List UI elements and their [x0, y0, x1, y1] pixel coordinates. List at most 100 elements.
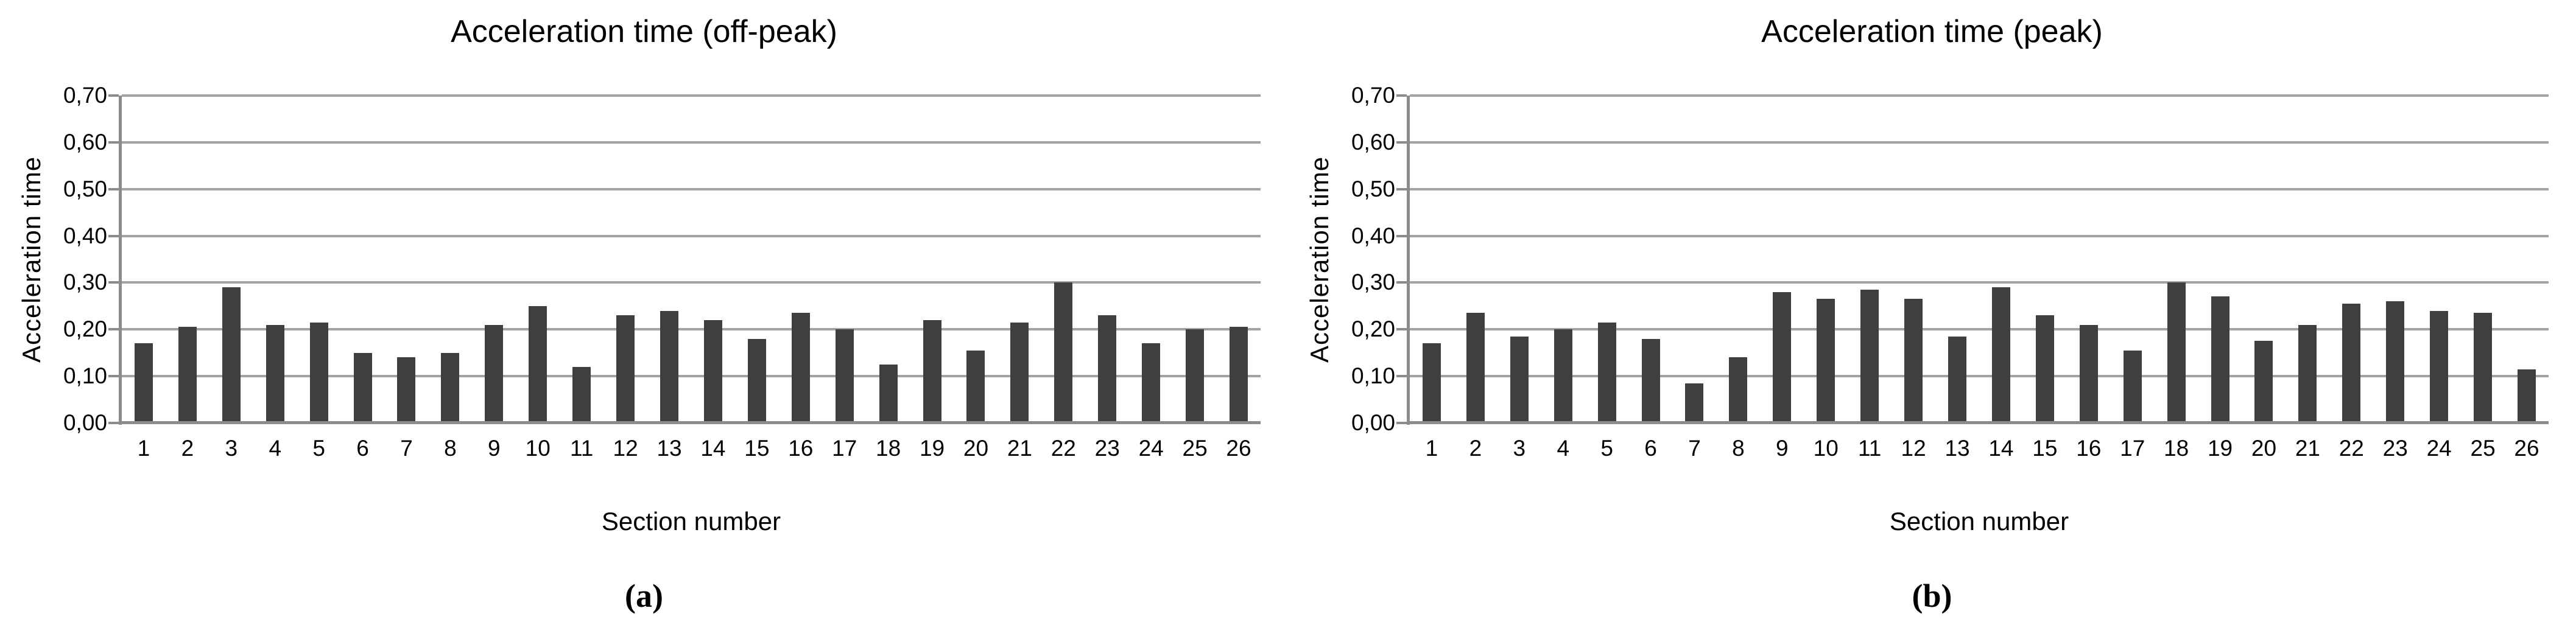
bar-section-19 — [2211, 296, 2229, 423]
bar-slot — [1041, 96, 1085, 423]
gridline — [1410, 94, 2549, 97]
bar-section-1 — [1422, 343, 1441, 423]
x-axis-title: Section number — [1889, 507, 2069, 536]
x-tick-label: 20 — [2251, 436, 2277, 461]
chart-panel-a: Acceleration time (off-peak) Acceleratio… — [17, 14, 1261, 614]
bar-slot — [1760, 96, 1804, 423]
gridline — [122, 94, 1261, 97]
bar-slot — [2329, 96, 2373, 423]
y-axis-tick-mark — [108, 281, 119, 284]
bar-section-12 — [1904, 299, 1923, 423]
chart-panel-b: Acceleration time (peak) Acceleration ti… — [1288, 0, 2576, 639]
bar-section-16 — [2079, 325, 2098, 423]
bar-slot — [998, 96, 1041, 423]
bar-section-6 — [353, 353, 372, 423]
bar-section-23 — [1098, 315, 1117, 423]
bar-section-19 — [923, 320, 941, 423]
bar-slot — [1804, 96, 1848, 423]
x-tick-label: 22 — [2338, 436, 2364, 461]
bar-slot — [2505, 96, 2549, 423]
x-tick-label: 18 — [876, 436, 901, 461]
bar-section-6 — [1641, 339, 1660, 423]
bar-section-14 — [1991, 287, 2010, 423]
y-tick-label: 0,50 — [1351, 176, 1395, 201]
bar-section-10 — [529, 306, 547, 423]
x-tick-label: 21 — [2295, 436, 2320, 461]
bar-slot — [1716, 96, 1760, 423]
x-axis-line — [1407, 421, 2549, 424]
y-tick-label: 0,00 — [63, 410, 107, 435]
x-axis-tick-labels: 1 2 3 4 5 6 7 8 9 10 11 12 13 14 15 16 17 18 19 20 21 22 23 24 2… — [122, 436, 1261, 461]
bar-slot — [2373, 96, 2417, 423]
bar-slot — [910, 96, 954, 423]
bar-slot — [1410, 96, 1454, 423]
panel-caption: (a) — [625, 578, 663, 614]
bar-slot — [1848, 96, 1892, 423]
y-axis-tick-mark — [108, 235, 119, 237]
y-axis-tick-mark — [108, 328, 119, 330]
y-axis-tick-mark — [1396, 281, 1407, 284]
x-tick-label: 17 — [2120, 436, 2145, 461]
y-axis-line — [119, 96, 122, 425]
y-tick-label: 0,50 — [63, 176, 107, 201]
chart-title: Acceleration time (off-peak) — [451, 14, 837, 49]
x-tick-label: 1 — [137, 436, 150, 461]
bar-series — [122, 96, 1261, 423]
x-tick-label: 22 — [1050, 436, 1076, 461]
bar-slot — [166, 96, 209, 423]
bar-slot — [2417, 96, 2461, 423]
x-tick-label: 14 — [700, 436, 726, 461]
x-tick-label: 2 — [181, 436, 194, 461]
bar-section-20 — [966, 351, 985, 423]
bar-slot — [2198, 96, 2242, 423]
plot-area — [1396, 94, 2549, 425]
bar-slot — [1541, 96, 1585, 423]
gridline — [1410, 141, 2549, 144]
bar-slot — [735, 96, 779, 423]
bar-section-14 — [703, 320, 722, 423]
bar-section-3 — [222, 287, 241, 423]
bar-section-8 — [441, 353, 460, 423]
x-tick-label: 9 — [488, 436, 501, 461]
bar-slot — [1085, 96, 1129, 423]
gridline — [122, 328, 1261, 330]
x-tick-label: 7 — [400, 436, 413, 461]
x-tick-label: 1 — [1425, 436, 1438, 461]
bar-section-5 — [1597, 323, 1616, 423]
bar-slot — [1173, 96, 1217, 423]
bar-section-1 — [134, 343, 153, 423]
x-tick-label: 3 — [1513, 436, 1526, 461]
bar-slot — [1892, 96, 1935, 423]
y-axis-tick-mark — [1396, 235, 1407, 237]
x-tick-label: 13 — [1944, 436, 1970, 461]
x-tick-label: 4 — [269, 436, 282, 461]
x-tick-label: 17 — [832, 436, 857, 461]
bar-slot — [1217, 96, 1261, 423]
y-axis-line — [1407, 96, 1410, 425]
y-axis-tick-mark — [1396, 328, 1407, 330]
bar-section-4 — [1554, 329, 1572, 423]
y-tick-label: 0,10 — [63, 363, 107, 388]
bar-section-17 — [835, 329, 854, 423]
bar-section-2 — [178, 327, 197, 423]
bar-section-2 — [1466, 313, 1485, 423]
y-tick-label: 0,20 — [63, 316, 107, 341]
y-axis-tick-mark — [108, 94, 119, 97]
y-axis-tick-mark — [1396, 94, 1407, 97]
gridline — [122, 281, 1261, 284]
bar-slot — [2286, 96, 2329, 423]
y-tick-label: 0,60 — [63, 130, 107, 155]
x-tick-label: 12 — [1901, 436, 1926, 461]
bar-section-18 — [2167, 282, 2186, 423]
bar-slot — [2461, 96, 2505, 423]
bar-slot — [954, 96, 998, 423]
x-axis-tick-labels: 1 2 3 4 5 6 7 8 9 10 11 12 13 14 15 16 17 18 19 20 21 22 23 24 2… — [1410, 436, 2549, 461]
x-tick-label: 10 — [1813, 436, 1839, 461]
y-tick-label: 0,60 — [1351, 130, 1395, 155]
bar-slot — [1129, 96, 1173, 423]
x-tick-label: 25 — [2470, 436, 2496, 461]
gridline — [1410, 375, 2549, 377]
bar-slot — [1497, 96, 1541, 423]
bar-section-25 — [1186, 329, 1205, 423]
